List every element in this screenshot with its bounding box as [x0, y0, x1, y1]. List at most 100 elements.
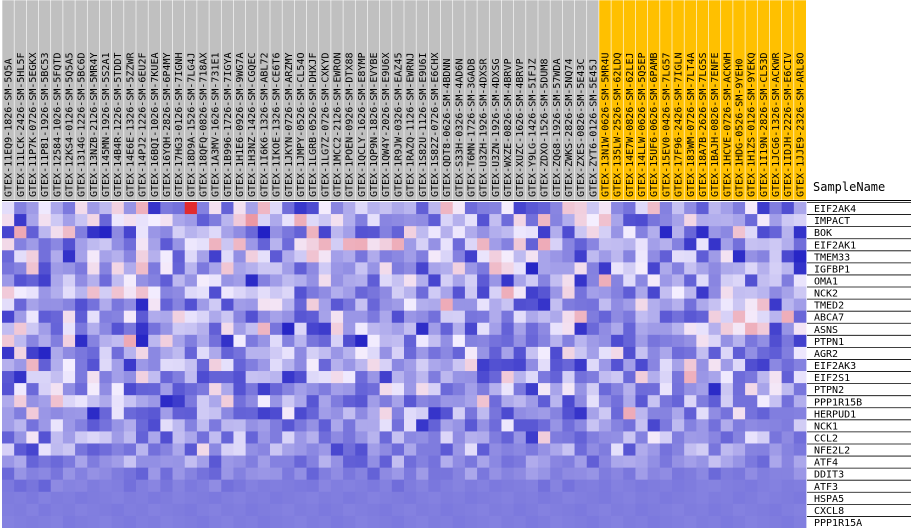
heatmap-cell: [672, 455, 685, 469]
heatmap-cell: [367, 407, 381, 420]
heatmap-cell: [635, 322, 649, 336]
heatmap-cell: [440, 226, 454, 239]
heatmap-cell: [26, 238, 39, 251]
heatmap-cell: [623, 334, 636, 348]
heatmap-cell: [343, 491, 356, 505]
heatmap-cell: [732, 226, 746, 239]
heatmap-cell: [294, 503, 307, 517]
row-label: ATF4: [814, 458, 838, 469]
heatmap-cell: [355, 515, 368, 528]
heatmap-cell: [440, 419, 454, 432]
heatmap-cell: [111, 286, 125, 299]
heatmap-cell: [282, 298, 295, 312]
heatmap-cell: [550, 322, 563, 336]
heatmap-cell: [793, 419, 807, 432]
heatmap-cell: [781, 358, 795, 372]
heatmap-cell: [769, 346, 783, 360]
heatmap-cell: [270, 286, 283, 299]
heatmap-cell: [50, 371, 64, 384]
heatmap-cell: [452, 503, 466, 517]
heatmap-cell: [574, 515, 588, 528]
heatmap-cell: [513, 371, 527, 384]
heatmap-cell: [172, 214, 186, 227]
heatmap-cell: [379, 322, 393, 336]
heatmap-cell: [562, 503, 575, 517]
heatmap-cell: [525, 503, 539, 517]
column-label: GTEX-ZDXO-1526-SM-5DUM8: [540, 59, 551, 197]
heatmap-cell: [404, 298, 417, 312]
heatmap-cell: [50, 358, 64, 372]
heatmap-cell: [525, 383, 539, 396]
heatmap-cell: [525, 419, 539, 432]
column-label: GTEX-QDT8-0626-SM-4BDNN: [442, 59, 453, 197]
heatmap-cell: [793, 322, 807, 336]
heatmap-cell: [720, 346, 734, 360]
heatmap-cell: [99, 238, 113, 251]
heatmap-cell: [708, 214, 722, 227]
heatmap-cell: [14, 371, 27, 384]
heatmap-cell: [330, 238, 344, 251]
heatmap-cell: [26, 250, 39, 263]
heatmap-cell: [318, 310, 332, 324]
heatmap-cell: [793, 455, 807, 469]
row-label: HERPUD1: [814, 409, 856, 420]
heatmap-cell: [416, 238, 429, 251]
heatmap-cell: [379, 262, 393, 275]
heatmap-cell: [62, 419, 76, 432]
heatmap-cell: [14, 383, 27, 396]
heatmap-cell: [672, 226, 685, 239]
heatmap-cell: [184, 238, 198, 251]
heatmap-cell: [75, 310, 88, 324]
heatmap-cell: [404, 503, 417, 517]
heatmap-cell: [404, 334, 417, 348]
heatmap-cell: [233, 443, 247, 456]
heatmap-cell: [672, 467, 685, 481]
heatmap-cell: [196, 358, 210, 372]
heatmap-cell: [355, 250, 368, 263]
heatmap-cell: [355, 238, 368, 251]
heatmap-cell: [586, 395, 600, 408]
heatmap-cell: [793, 286, 807, 299]
heatmap-cell: [270, 455, 283, 469]
heatmap-cell: [367, 395, 381, 408]
heatmap-cell: [367, 334, 381, 348]
heatmap-cell: [245, 214, 259, 227]
heatmap-cell: [745, 443, 758, 456]
heatmap-cell: [221, 226, 234, 239]
heatmap-cell: [160, 346, 173, 360]
heatmap-cell: [501, 431, 515, 444]
heatmap-cell: [123, 214, 137, 227]
heatmap-cell: [598, 358, 612, 372]
heatmap-cell: [355, 467, 368, 481]
row-label: CXCL8: [814, 506, 844, 517]
heatmap-cell: [708, 202, 722, 215]
column-label: GTEX-135LW-2526-SM-62LDQ: [613, 53, 624, 198]
heatmap-cell: [538, 334, 551, 348]
heatmap-cell: [38, 443, 52, 456]
heatmap-cell: [245, 407, 259, 420]
heatmap-cell: [732, 310, 746, 324]
heatmap-cell: [245, 383, 259, 396]
heatmap-cell: [343, 250, 356, 263]
heatmap-cell: [708, 298, 722, 312]
heatmap-cell: [367, 443, 381, 456]
heatmap-cell: [209, 298, 222, 312]
heatmap-cell: [672, 310, 685, 324]
heatmap-cell: [257, 395, 271, 408]
heatmap-cell: [404, 407, 417, 420]
heatmap-cell: [306, 503, 320, 517]
heatmap-cell: [172, 371, 186, 384]
heatmap-cell: [769, 395, 783, 408]
heatmap-cell: [367, 238, 381, 251]
heatmap-cell: [343, 455, 356, 469]
heatmap-cell: [550, 310, 563, 324]
heatmap-cell: [550, 358, 563, 372]
heatmap-cell: [464, 455, 478, 469]
heatmap-cell: [574, 214, 588, 227]
heatmap-cell: [367, 322, 381, 336]
row-label: ATF3: [814, 482, 838, 493]
column-label: GTEX-1I6K6-1326-SM-ABL72: [259, 53, 270, 198]
heatmap-cell: [440, 491, 454, 505]
heatmap-cell: [452, 262, 466, 275]
heatmap-cell: [781, 407, 795, 420]
